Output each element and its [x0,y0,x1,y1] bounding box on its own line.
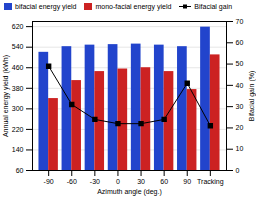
html-text:mono-facial energy yield: mono-facial energy yield [95,3,172,10]
svg-text:20: 20 [236,124,244,131]
svg-text:460: 460 [12,64,24,71]
html-text:Bifacial gain: Bifacial gain [194,3,233,10]
svg-text:Azimuth angle (deg.): Azimuth angle (deg.) [97,188,162,196]
svg-text:60: 60 [16,167,24,174]
html-text:bifacial energy yield: bifacial energy yield [15,3,77,10]
svg-text:0: 0 [236,167,240,174]
svg-text:380: 380 [12,85,24,92]
svg-text:540: 540 [12,43,24,50]
svg-text:220: 220 [12,126,24,133]
svg-text:-30: -30 [90,178,100,185]
svg-text:Annual energy yield (kWh): Annual energy yield (kWh) [2,55,10,137]
svg-text:50: 50 [236,60,244,67]
svg-text:60: 60 [160,178,168,185]
svg-text:Bifacial gain (%): Bifacial gain (%) [248,71,256,122]
svg-text:30: 30 [137,178,145,185]
svg-text:140: 140 [12,146,24,153]
svg-text:0: 0 [116,178,120,185]
svg-text:Tracking: Tracking [197,178,224,186]
svg-text:40: 40 [236,82,244,89]
svg-text:10: 10 [236,145,244,152]
svg-text:-60: -60 [67,178,77,185]
svg-text:30: 30 [236,103,244,110]
svg-text:60: 60 [236,39,244,46]
svg-text:300: 300 [12,105,24,112]
svg-text:620: 620 [12,23,24,30]
svg-text:-90: -90 [44,178,54,185]
svg-text:90: 90 [183,178,191,185]
svg-text:70: 70 [236,18,244,25]
